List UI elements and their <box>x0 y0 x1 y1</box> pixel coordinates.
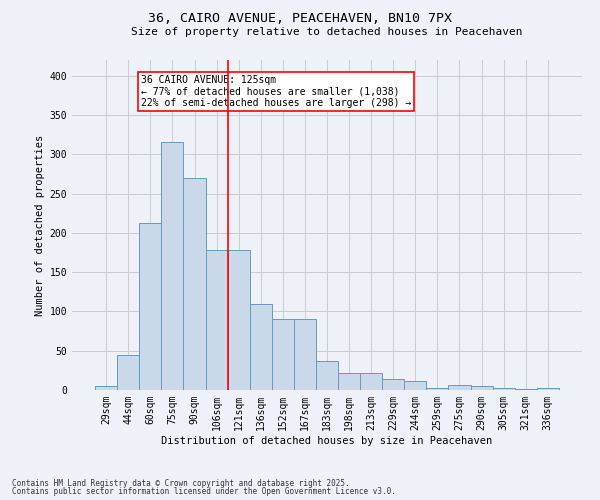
X-axis label: Distribution of detached houses by size in Peacehaven: Distribution of detached houses by size … <box>161 436 493 446</box>
Bar <box>294 320 316 390</box>
Bar <box>95 386 117 390</box>
Y-axis label: Number of detached properties: Number of detached properties <box>35 134 46 316</box>
Bar <box>404 382 427 390</box>
Bar <box>316 361 338 390</box>
Bar <box>470 386 493 390</box>
Text: 36, CAIRO AVENUE, PEACEHAVEN, BN10 7PX: 36, CAIRO AVENUE, PEACEHAVEN, BN10 7PX <box>148 12 452 26</box>
Bar <box>493 388 515 390</box>
Title: Size of property relative to detached houses in Peacehaven: Size of property relative to detached ho… <box>131 27 523 37</box>
Bar <box>161 142 184 390</box>
Bar <box>227 250 250 390</box>
Bar <box>427 388 448 390</box>
Bar <box>139 224 161 390</box>
Bar <box>360 372 382 390</box>
Text: 36 CAIRO AVENUE: 125sqm
← 77% of detached houses are smaller (1,038)
22% of semi: 36 CAIRO AVENUE: 125sqm ← 77% of detache… <box>141 75 411 108</box>
Bar <box>448 386 470 390</box>
Bar <box>250 304 272 390</box>
Bar <box>515 389 537 390</box>
Bar <box>206 250 227 390</box>
Bar <box>184 178 206 390</box>
Bar <box>338 372 360 390</box>
Text: Contains HM Land Registry data © Crown copyright and database right 2025.: Contains HM Land Registry data © Crown c… <box>12 478 350 488</box>
Bar <box>382 379 404 390</box>
Bar <box>117 356 139 390</box>
Text: Contains public sector information licensed under the Open Government Licence v3: Contains public sector information licen… <box>12 487 396 496</box>
Bar <box>537 388 559 390</box>
Bar <box>272 320 294 390</box>
